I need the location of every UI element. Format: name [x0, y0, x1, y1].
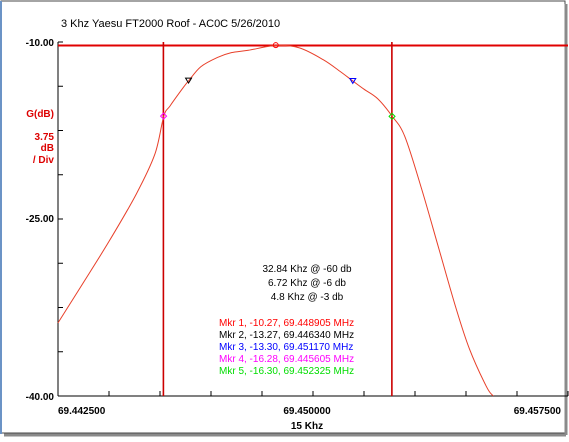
- window-border: [0, 0, 566, 434]
- x-tick-marks: [57, 391, 569, 396]
- bandwidth-note-6db: 6.72 Khz @ -6 db: [268, 278, 346, 289]
- marker-legend-5: Mkr 5, -16.30, 69.452325 MHz: [219, 366, 354, 377]
- y-axis-label-unit: G(dB): [26, 109, 54, 120]
- marker-5-symbol: [388, 112, 396, 121]
- x-tick-label-center: 69.450000: [283, 406, 331, 417]
- y-axis-label-db: dB: [41, 143, 54, 154]
- marker-legend-3: Mkr 3, -13.30, 69.451170 MHz: [219, 342, 353, 353]
- x-tick-label-right: 69.457500: [514, 406, 562, 417]
- marker-legend-4: Mkr 4, -16.28, 69.445605 MHz: [219, 354, 354, 365]
- marker-symbols: [159, 42, 396, 121]
- chart-title: 3 Khz Yaesu FT2000 Roof - AC0C 5/26/2010: [61, 18, 280, 30]
- response-trace: [57, 44, 494, 397]
- y-tick-label-top: -10.00: [26, 38, 55, 49]
- x-tick-label-left: 69.442500: [58, 406, 106, 417]
- marker-3-symbol: [348, 77, 357, 85]
- y-tick-label-bottom: -40.00: [26, 392, 55, 403]
- marker-2-symbol: [184, 77, 193, 85]
- marker-1-symbol: [272, 42, 279, 49]
- marker-4-symbol: [159, 112, 168, 120]
- y-tick-marks: [58, 41, 63, 397]
- y-axis-label-div: / Div: [33, 155, 55, 166]
- bandwidth-note-3db: 4.8 Khz @ -3 db: [271, 292, 344, 303]
- y-tick-label-mid: -25.00: [26, 214, 55, 225]
- y-axis-label-scale: 3.75: [35, 132, 55, 143]
- marker-legend-1: Mkr 1, -10.27, 69.448905 MHz: [219, 318, 354, 329]
- marker-legend-2: Mkr 2, -13.27, 69.446340 MHz: [219, 330, 354, 341]
- bandwidth-note-60db: 32.84 Khz @ -60 db: [262, 264, 352, 275]
- x-axis-label: 15 Khz: [291, 421, 323, 432]
